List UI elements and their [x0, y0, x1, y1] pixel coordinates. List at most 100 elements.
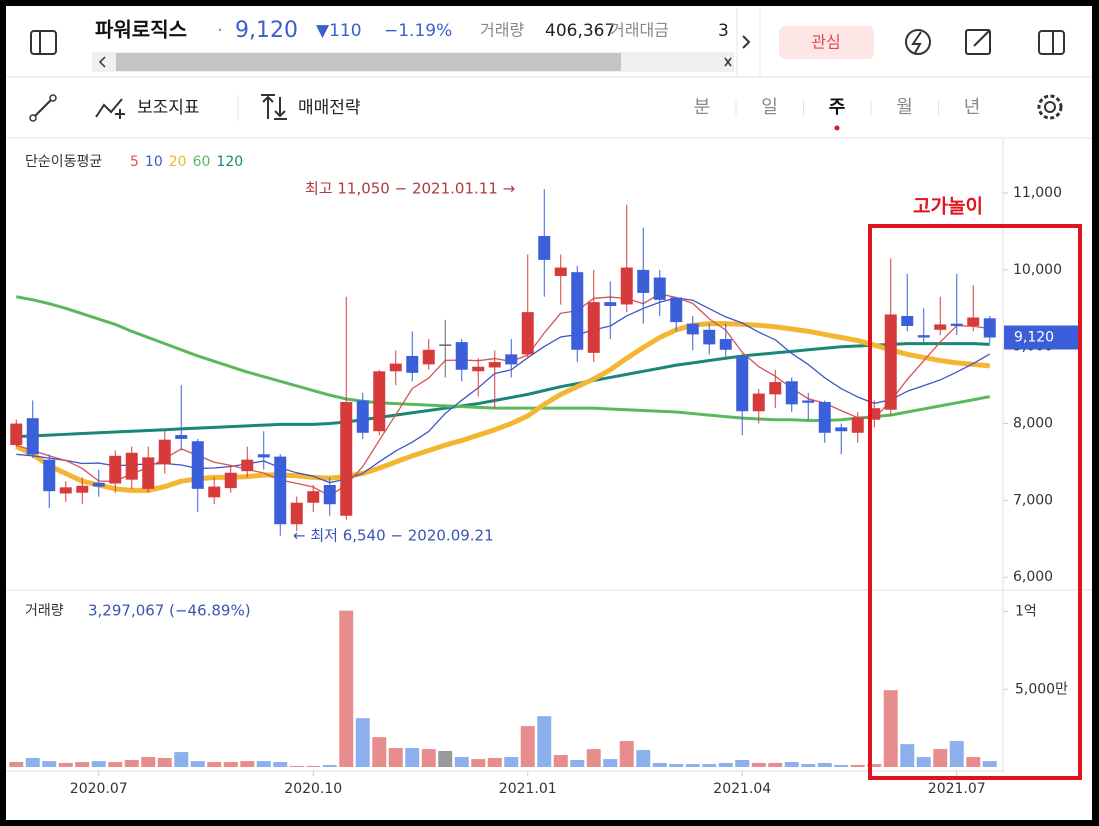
volume-bar — [751, 762, 766, 767]
edit-icon[interactable] — [965, 29, 991, 55]
candle-body — [967, 317, 980, 326]
volume-bar — [487, 757, 502, 767]
candle-body — [571, 272, 584, 350]
volume-bar — [504, 757, 519, 767]
volume-bar — [9, 762, 24, 767]
legend-entry: 120 — [216, 154, 243, 170]
volume-summary: 3,297,067 (−46.89%) — [88, 602, 251, 620]
sidebar-toggle[interactable] — [30, 30, 57, 55]
candle-body — [241, 459, 254, 472]
volume-bar — [900, 744, 915, 767]
high-annotation: 최고 11,050 − 2021.01.11 → — [305, 180, 515, 198]
period-button[interactable]: 주 — [829, 97, 846, 118]
period-button[interactable]: 월 — [896, 97, 913, 118]
candle-body — [818, 402, 831, 433]
candle-body — [538, 236, 551, 260]
y-tick-label: 6,000 — [1013, 569, 1053, 585]
volume-bar — [108, 762, 123, 767]
candle-body — [554, 267, 567, 277]
volume-bar — [322, 764, 337, 767]
candle-body — [752, 393, 765, 412]
candle-body — [109, 455, 122, 484]
amount: 3 — [718, 21, 729, 41]
candle-body — [802, 400, 815, 403]
candle-body — [257, 454, 270, 458]
period-button[interactable]: 일 — [761, 97, 778, 118]
candle-body — [785, 381, 798, 405]
candle-body — [604, 302, 617, 306]
expand-arrow[interactable] — [742, 35, 751, 49]
change: ▼110 — [316, 21, 362, 41]
candle-body — [439, 344, 452, 346]
volume-bar — [834, 764, 849, 767]
volume-bar — [174, 752, 189, 767]
panel-icon[interactable] — [1038, 30, 1065, 55]
candle-body — [340, 402, 353, 516]
volume-bar — [586, 749, 601, 767]
volume-bar — [471, 759, 486, 767]
candle-body — [10, 423, 23, 446]
candle-body — [274, 456, 287, 525]
candle-body — [422, 349, 435, 365]
scroll-right[interactable] — [724, 57, 732, 67]
highlight-box — [868, 224, 1082, 780]
draw-tool[interactable] — [29, 94, 57, 122]
volume-bar — [42, 761, 57, 767]
settings-icon[interactable] — [1037, 94, 1063, 120]
last-price-label: 9,120 — [1014, 329, 1054, 345]
volume-bar — [273, 762, 288, 767]
volume-bar — [801, 764, 816, 767]
candle-body — [125, 452, 138, 480]
volume-bar — [339, 610, 354, 767]
volume-bar — [355, 718, 370, 767]
candle-body — [934, 324, 947, 330]
scroll-thumb[interactable] — [116, 53, 621, 71]
candle-body — [736, 355, 749, 412]
candle-body — [505, 354, 518, 365]
candle-body — [917, 335, 930, 338]
volume-bar — [207, 762, 222, 767]
volume-label: 거래량 — [480, 21, 524, 40]
candle-body — [158, 439, 171, 465]
strategy-button[interactable]: 매매전략 — [298, 98, 361, 118]
legend-entry: 10 — [145, 154, 163, 170]
candle-body — [323, 485, 336, 505]
candle-body — [653, 277, 666, 300]
indicator-label: 단순이동평균 — [25, 154, 102, 170]
candle-body — [950, 323, 963, 326]
indicator-button[interactable]: 보조지표 — [137, 98, 200, 118]
x-tick-label: 2020.07 — [70, 781, 128, 797]
volume-bar — [405, 748, 420, 767]
candle-body — [43, 459, 56, 492]
period-button[interactable]: 년 — [964, 97, 981, 118]
scroll-left[interactable] — [98, 56, 106, 68]
moving-average — [16, 342, 990, 439]
candle-body — [175, 435, 188, 439]
volume-bar — [883, 690, 898, 767]
volume-bar — [388, 748, 403, 767]
volume-bar — [768, 762, 783, 767]
volume-bar — [636, 750, 651, 767]
volume-bar — [256, 761, 271, 767]
candle-body — [835, 427, 848, 432]
candle-body — [92, 482, 105, 487]
period-button[interactable]: 분 — [694, 97, 711, 118]
quick-icon[interactable] — [905, 29, 931, 55]
candle-body — [356, 400, 369, 433]
volume-tick-label: 5,000만 — [1015, 681, 1068, 697]
volume-bar — [190, 761, 205, 767]
volume-bar — [652, 762, 667, 767]
watch-button[interactable] — [779, 26, 874, 59]
volume-bar — [75, 762, 90, 767]
amount-label: 거래대금 — [610, 21, 669, 40]
candle-body — [703, 329, 716, 345]
volume-bar — [603, 759, 618, 767]
volume-bar — [784, 762, 799, 767]
legend-entry: 60 — [193, 154, 211, 170]
candle-body — [637, 269, 650, 293]
candle-body — [686, 323, 699, 335]
candle-body — [406, 355, 419, 373]
volume-label: 거래량 — [25, 603, 64, 619]
